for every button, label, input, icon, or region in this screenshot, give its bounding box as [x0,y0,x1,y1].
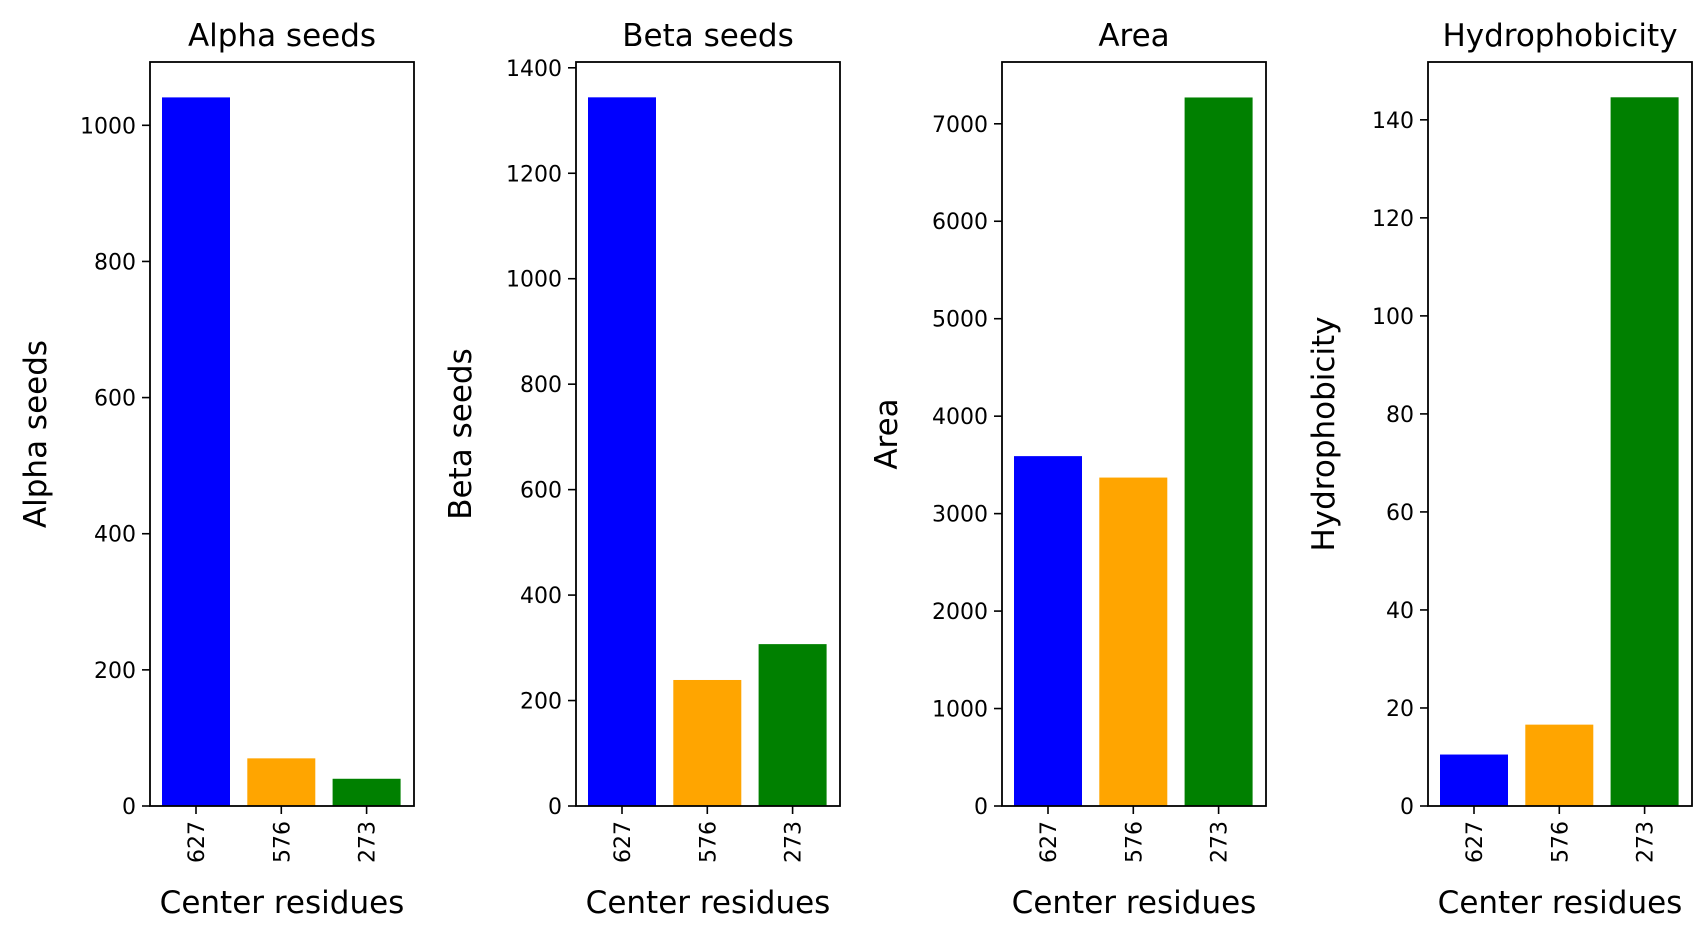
x-tick-label: 576 [270,821,295,863]
x-tick-label: 627 [1463,821,1488,863]
plot-frame [149,61,415,807]
y-tick-label: 3000 [932,503,988,528]
plot-frame [575,61,841,807]
y-tick-label: 1000 [932,698,988,723]
bar-627 [588,97,656,807]
y-axis-label: Area [869,398,905,469]
x-tick-label: 273 [1208,821,1233,863]
chart-title: Hydrophobicity [1442,18,1677,54]
plot-area: 0 20 40 60 80 100 120 140 627 576 273 [1372,97,1679,863]
y-tick-label: 0 [548,795,562,820]
y-tick-label: 4000 [932,405,988,430]
y-tick-label: 800 [94,250,136,275]
x-tick-label: 273 [356,821,381,863]
y-tick-label: 1400 [506,57,562,82]
y-tick-label: 140 [1372,109,1414,134]
y-tick-label: 600 [520,479,562,504]
x-tick-label: 576 [1122,821,1147,863]
y-tick-label: 7000 [932,113,988,138]
y-tick-label: 2000 [932,600,988,625]
y-tick-label: 200 [520,690,562,715]
y-tick-label: 600 [94,387,136,412]
y-tick-label: 6000 [932,210,988,235]
chart-panel-area: Area Area Center residues 0 1000 2000 3000 4… [869,18,1267,921]
chart-title: Area [1098,18,1169,54]
x-axis-label: Center residues [1012,885,1257,921]
bar-273 [332,778,401,806]
y-axis-label: Beta seeds [443,348,479,519]
y-tick-label: 200 [94,659,136,684]
y-tick-label: 0 [974,795,988,820]
x-tick-label: 576 [696,821,721,863]
bar-273 [758,644,827,806]
bar-273 [1184,97,1253,807]
bar-627 [162,97,230,806]
x-axis-label: Center residues [586,885,831,921]
bar-576 [1099,477,1168,806]
y-tick-label: 40 [1386,599,1414,624]
y-tick-label: 400 [520,584,562,609]
y-tick-label: 5000 [932,308,988,333]
plot-area: 0 1000 2000 3000 4000 5000 6000 7000 627 576 273 [932,97,1253,863]
bar-576 [673,679,742,806]
bar-273 [1610,97,1679,807]
chart-panel-beta-seeds: Beta seeds Beta seeds Center residues 0 2… [443,18,841,921]
y-tick-label: 1000 [506,268,562,293]
chart-panel-hydrophobicity: Hydrophobicity Hydrophobicity Center res… [1306,18,1693,921]
bar-627 [1440,754,1508,806]
chart-panel-alpha-seeds: Alpha seeds Alpha seeds Center residues … [18,18,415,921]
y-tick-label: 60 [1386,501,1414,526]
y-tick-label: 800 [520,373,562,398]
y-tick-label: 100 [1372,305,1414,330]
y-axis-label: Hydrophobicity [1306,316,1342,551]
bar-627 [1014,456,1082,806]
y-tick-label: 120 [1372,207,1414,232]
chart-title: Alpha seeds [188,18,376,54]
y-tick-label: 80 [1386,403,1414,428]
x-tick-label: 576 [1548,821,1573,863]
x-tick-label: 273 [782,821,807,863]
bar-576 [1525,724,1594,806]
plot-area: 0 200 400 600 800 1000 1200 1400 627 576 273 [506,57,827,863]
x-tick-label: 627 [185,821,210,863]
y-tick-label: 0 [122,795,136,820]
x-axis-label: Center residues [1438,885,1683,921]
x-axis-label: Center residues [160,885,405,921]
x-tick-label: 273 [1634,821,1659,863]
y-tick-label: 400 [94,523,136,548]
x-tick-label: 627 [611,821,636,863]
plot-frame [1001,61,1267,807]
x-tick-label: 627 [1037,821,1062,863]
plot-frame [1427,61,1693,807]
y-tick-label: 1000 [80,114,136,139]
chart-title: Beta seeds [622,18,793,54]
y-tick-label: 0 [1400,795,1414,820]
y-tick-label: 1200 [506,162,562,187]
y-tick-label: 20 [1386,697,1414,722]
plot-area: 0 200 400 600 800 1000 627 576 273 [80,97,401,863]
bar-576 [247,758,316,806]
y-axis-label: Alpha seeds [18,340,54,528]
